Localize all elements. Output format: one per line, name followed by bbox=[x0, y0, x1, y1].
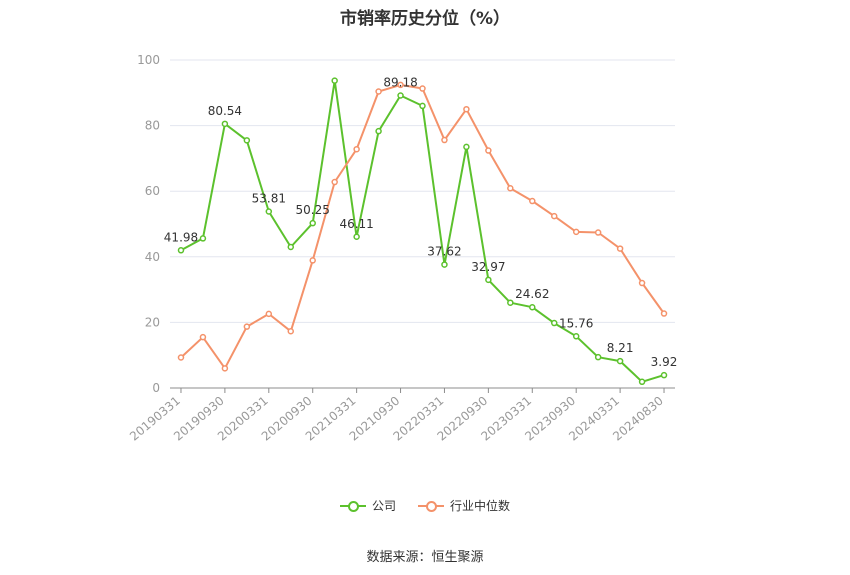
y-tick-label: 40 bbox=[145, 250, 160, 264]
company-point bbox=[221, 120, 229, 128]
company-point bbox=[616, 357, 624, 365]
industry-median-point bbox=[221, 365, 229, 372]
data-label: 89.18 bbox=[383, 75, 417, 89]
company-point bbox=[287, 243, 295, 251]
industry-median-point bbox=[353, 145, 360, 153]
company-point bbox=[572, 333, 580, 340]
industry-median-point bbox=[485, 147, 492, 154]
industry-median-point bbox=[243, 323, 251, 330]
data-label: 3.92 bbox=[651, 355, 678, 369]
industry-median-point bbox=[375, 88, 382, 95]
legend: 公司 行业中位数 bbox=[0, 497, 850, 514]
company-point bbox=[243, 137, 251, 144]
y-tick-label: 100 bbox=[137, 53, 160, 67]
data-source: 数据来源：恒生聚源 bbox=[366, 550, 484, 565]
legend-marker-icon bbox=[339, 499, 366, 513]
industry-median-point bbox=[419, 85, 426, 92]
industry-median-point bbox=[616, 245, 624, 252]
y-tick-label: 0 bbox=[152, 381, 160, 395]
data-label: 41.98 bbox=[164, 230, 198, 244]
company-point bbox=[353, 233, 360, 241]
data-label: 32.97 bbox=[471, 260, 505, 274]
company-point bbox=[331, 77, 338, 84]
company-point bbox=[309, 219, 316, 227]
company-point bbox=[638, 378, 646, 386]
company-point bbox=[441, 261, 448, 268]
industry-median-point bbox=[397, 81, 404, 89]
legend-item-industry-median[interactable]: 行业中位数 bbox=[418, 497, 510, 514]
data-label: 15.76 bbox=[559, 316, 593, 330]
data-label: 46.11 bbox=[339, 217, 373, 231]
y-tick-label: 20 bbox=[145, 315, 160, 329]
company-point bbox=[529, 303, 536, 311]
industry-median-point bbox=[572, 228, 580, 236]
company-point bbox=[594, 353, 602, 361]
company-point bbox=[265, 208, 273, 215]
data-label: 37.62 bbox=[427, 245, 461, 259]
industry-median-point bbox=[529, 197, 536, 205]
industry-median-point bbox=[463, 105, 470, 113]
legend-label-company: 公司 bbox=[371, 499, 396, 513]
line-chart: 0204060801002019033120190930202003312020… bbox=[127, 53, 678, 444]
company-point bbox=[375, 127, 382, 135]
industry-median-point bbox=[660, 310, 668, 317]
company-point bbox=[463, 143, 470, 151]
chart-title: 市销率历史分位（%） bbox=[339, 9, 511, 29]
legend-item-company[interactable]: 公司 bbox=[339, 497, 396, 514]
industry-median-point bbox=[507, 184, 514, 192]
industry-median-point bbox=[309, 257, 316, 264]
industry-median-point bbox=[441, 136, 448, 144]
industry-median-point bbox=[594, 229, 602, 236]
industry-median-point bbox=[177, 354, 185, 361]
y-tick-label: 60 bbox=[145, 184, 160, 198]
company-point bbox=[485, 276, 492, 284]
legend-marker-icon bbox=[418, 499, 444, 513]
company-point bbox=[199, 235, 207, 242]
company-point bbox=[550, 319, 558, 327]
company-point bbox=[397, 92, 404, 99]
industry-median-point bbox=[265, 310, 273, 318]
data-label: 8.21 bbox=[607, 341, 634, 355]
industry-median-point bbox=[199, 333, 207, 341]
company-point bbox=[660, 371, 668, 379]
data-label: 80.54 bbox=[208, 104, 242, 118]
legend-label-industry-median: 行业中位数 bbox=[450, 499, 511, 513]
data-label: 50.25 bbox=[296, 203, 330, 217]
company-point bbox=[177, 247, 185, 254]
industry-median-point bbox=[550, 212, 558, 220]
company-point bbox=[507, 299, 514, 306]
industry-median-point bbox=[331, 178, 338, 186]
data-label: 24.62 bbox=[515, 287, 549, 301]
company-point bbox=[419, 102, 426, 110]
y-tick-label: 80 bbox=[145, 119, 160, 133]
data-label: 53.81 bbox=[252, 192, 286, 206]
industry-median-point bbox=[287, 328, 295, 335]
industry-median-point bbox=[638, 279, 646, 287]
